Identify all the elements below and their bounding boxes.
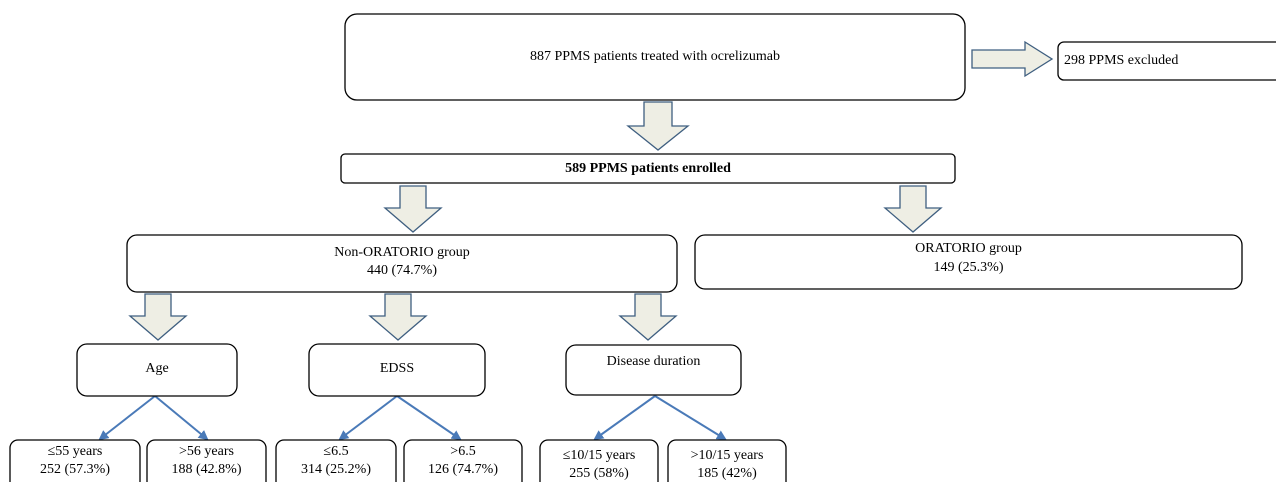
node-box (275, 439, 397, 482)
node-label: ≤55 years (48, 444, 103, 459)
node-label: 298 PPMS excluded (1064, 53, 1178, 68)
node-label: ≤6.5 (323, 444, 348, 459)
node-label: >6.5 (450, 444, 475, 459)
link (396, 395, 462, 441)
link (654, 395, 727, 441)
block-arrow (368, 293, 428, 341)
node-box (308, 343, 486, 397)
link (98, 395, 156, 441)
node-label: ≤10/15 years (563, 448, 636, 463)
node-box (344, 13, 966, 101)
node-label: >10/15 years (691, 448, 764, 463)
block-arrow (618, 293, 678, 341)
node-box (403, 439, 523, 482)
link (593, 395, 656, 441)
node-box (667, 439, 787, 482)
node-label: EDSS (380, 361, 414, 376)
node-label: 188 (42.8%) (172, 462, 242, 477)
node-box (146, 439, 267, 482)
node-label: 126 (74.7%) (428, 462, 498, 477)
node-label: 589 PPMS patients enrolled (565, 161, 731, 176)
block-arrow (383, 185, 443, 233)
arrows (98, 40, 1054, 441)
node-label: 255 (58%) (569, 466, 629, 481)
node-label: 149 (25.3%) (934, 260, 1004, 275)
node-box (126, 234, 678, 293)
node-label: 185 (42%) (697, 466, 757, 481)
node-label: Non-ORATORIO group (334, 245, 469, 260)
node-label: 252 (57.3%) (40, 462, 110, 477)
block-arrow (971, 40, 1054, 78)
node-label: Disease duration (607, 354, 701, 369)
node-label: 440 (74.7%) (367, 263, 437, 278)
node-box (565, 344, 742, 396)
node-box (76, 343, 238, 397)
node-label: >56 years (179, 444, 234, 459)
block-arrow (883, 185, 943, 233)
node-box (539, 439, 659, 482)
node-box (9, 439, 141, 482)
node-label: 887 PPMS patients treated with ocrelizum… (530, 49, 780, 64)
node-label: ORATORIO group (915, 241, 1022, 256)
node-box (340, 153, 956, 184)
node-label: 314 (25.2%) (301, 462, 371, 477)
block-arrow (128, 293, 188, 341)
link (338, 395, 398, 441)
block-arrow (626, 101, 690, 151)
node-label: Age (145, 361, 168, 376)
node-box (1057, 41, 1276, 81)
node-box (694, 234, 1243, 290)
link (154, 395, 209, 441)
